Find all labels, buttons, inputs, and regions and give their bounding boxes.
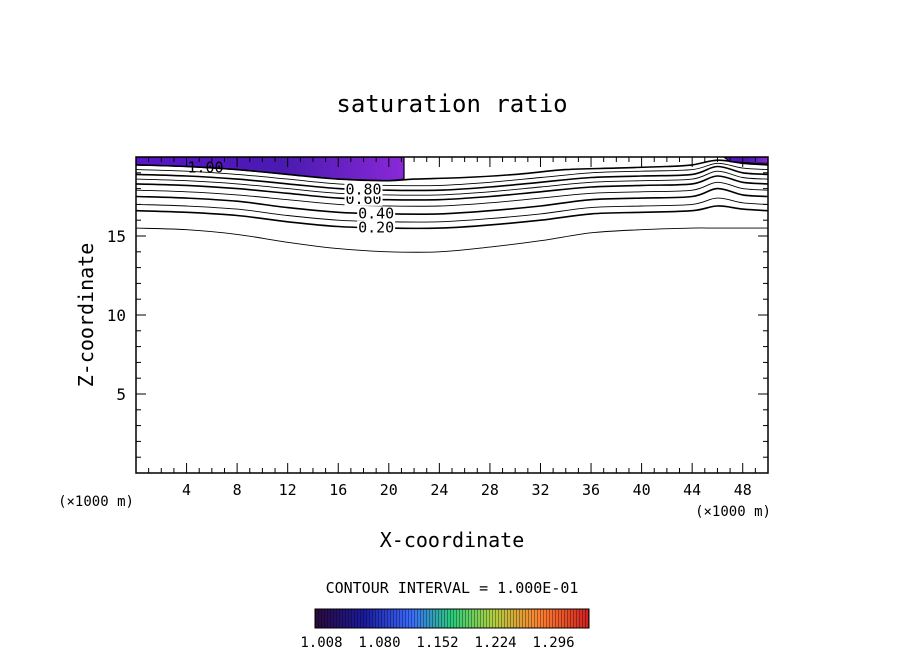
y-axis-label: Z-coordinate [74,243,98,388]
chart-title: saturation ratio [336,90,567,118]
contour-line-1.0 [136,159,768,182]
contour-line-0.4 [136,187,768,215]
x-tick-label: 16 [329,481,347,499]
contour-labels: 0.200.400.600.801.00 [187,159,396,237]
contour-label: 0.20 [358,219,394,237]
colorbar-ticks: 1.008 1.080 1.152 1.224 1.296 [300,635,574,651]
x-tick-label: 44 [683,481,701,499]
colorbar-tick-label: 1.296 [532,635,574,651]
x-tick-label: 4 [182,481,191,499]
contour-label: 0.40 [358,204,394,222]
contour-line-0.2 [136,205,768,230]
contour-interval-text: CONTOUR INTERVAL = 1.000E-01 [326,579,579,597]
x-tick-label: 36 [582,481,600,499]
colorbar-tick-label: 1.008 [300,635,342,651]
x-tick-label: 12 [279,481,297,499]
contour-line-0.3 [136,197,768,223]
x-unit-left: (×1000 m) [58,494,134,510]
x-tick-label: 20 [380,481,398,499]
x-tick-label: 48 [734,481,752,499]
x-tick-label: 24 [430,481,448,499]
y-axis-ticks: 5 10 15 [107,172,768,458]
x-tick-label: 28 [481,481,499,499]
x-axis-label: X-coordinate [380,528,525,552]
contour-label-bg [357,220,396,235]
contour-line-0.7 [136,170,768,196]
y-tick-label: 15 [107,227,126,246]
contour-line-0.5 [136,181,768,207]
x-unit-right: (×1000 m) [695,504,771,520]
x-tick-label: 40 [633,481,651,499]
contour-label-bg [357,206,396,221]
x-axis-ticks: 4 8 12 16 20 24 28 32 36 40 44 48 [148,157,756,499]
colorbar-hatch [315,609,589,628]
y-tick-label: 5 [116,385,126,404]
contour-line-0.1 [136,227,768,253]
colorbar-tick-label: 1.080 [358,635,400,651]
plot-frame [135,156,769,474]
colorbar: 1.008 1.080 1.152 1.224 1.296 [300,608,590,651]
x-tick-label: 8 [233,481,242,499]
contour-line-0.8 [136,165,768,192]
colorbar-frame [314,608,590,629]
contour-lines [136,159,768,253]
contour-label-bg [344,182,383,197]
contour-line-0.6 [136,175,768,201]
x-tick-label: 32 [531,481,549,499]
contour-label: 0.80 [345,180,381,198]
y-tick-label: 10 [107,306,126,325]
colorbar-tick-label: 1.224 [474,635,516,651]
colorbar-tick-label: 1.152 [416,635,458,651]
contour-label: 1.00 [187,159,223,177]
contour-line-0.9 [136,162,768,187]
